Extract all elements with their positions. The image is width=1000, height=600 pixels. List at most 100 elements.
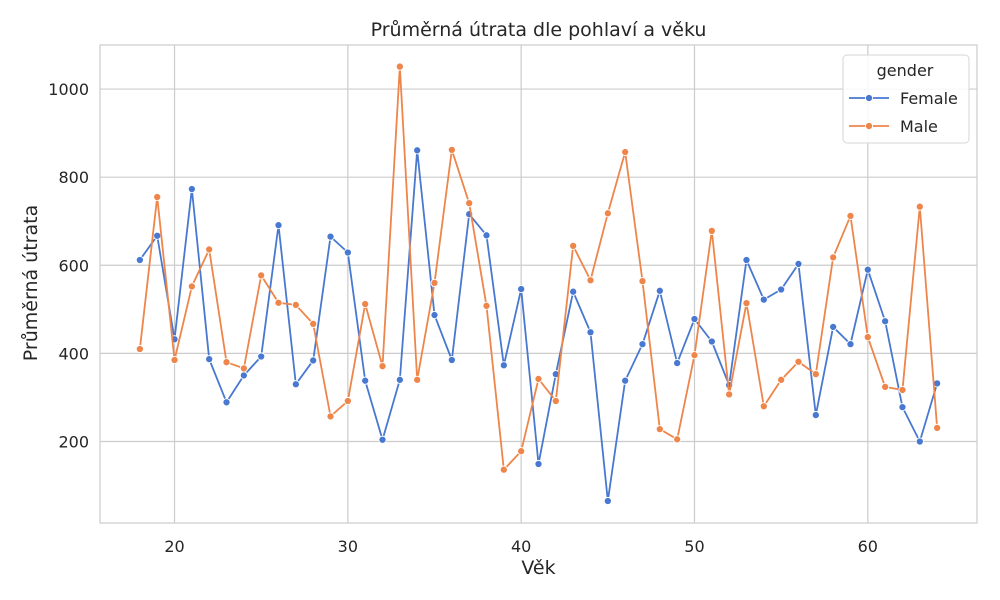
x-tick-label: 30 — [338, 537, 358, 556]
data-point-female — [638, 340, 647, 349]
data-point-female — [603, 496, 612, 506]
data-point-female — [759, 295, 768, 304]
legend-marker-female — [864, 93, 874, 103]
data-point-male — [690, 351, 699, 360]
data-point-male — [205, 245, 214, 254]
data-point-female — [499, 361, 508, 370]
data-point-female — [187, 185, 196, 194]
data-point-male — [222, 358, 231, 367]
legend-entries: Female Male — [849, 89, 958, 136]
data-point-female — [569, 287, 578, 296]
data-point-male — [239, 364, 248, 373]
legend: gender Female Male — [842, 54, 970, 144]
data-point-female — [586, 328, 595, 337]
data-point-female — [777, 285, 786, 294]
data-point-male — [291, 300, 300, 309]
data-point-male — [586, 276, 595, 285]
y-axis-title: Průměrná útrata — [20, 205, 42, 361]
x-tick-label: 20 — [164, 537, 184, 556]
data-point-male — [499, 465, 508, 474]
data-point-male — [569, 241, 578, 250]
data-point-female — [829, 322, 838, 332]
data-point-male — [673, 435, 682, 444]
data-point-female — [257, 352, 266, 361]
data-point-female — [534, 459, 543, 469]
data-point-female — [517, 285, 526, 294]
legend-title: gender — [877, 61, 934, 80]
data-point-male — [551, 396, 560, 406]
data-point-male — [135, 344, 144, 354]
data-point-male — [915, 202, 924, 211]
data-point-male — [430, 278, 439, 287]
data-point-female — [621, 376, 630, 385]
data-point-male — [742, 299, 751, 308]
data-point-female — [915, 437, 924, 446]
data-point-male — [933, 423, 942, 432]
data-point-male — [395, 62, 404, 71]
data-point-male — [517, 447, 526, 456]
legend-label-female: Female — [900, 89, 958, 108]
data-point-male — [863, 333, 872, 342]
data-point-male — [257, 271, 266, 280]
data-point-female — [153, 231, 162, 240]
data-point-male — [413, 375, 422, 384]
data-point-female — [863, 265, 872, 274]
data-point-male — [153, 192, 162, 202]
data-point-female — [673, 359, 682, 368]
data-point-female — [343, 248, 352, 257]
data-point-male — [603, 209, 612, 218]
x-tick-label: 60 — [858, 537, 878, 556]
data-point-female — [655, 286, 664, 295]
data-point-female — [707, 337, 716, 346]
data-point-male — [655, 425, 664, 434]
data-point-female — [742, 255, 751, 265]
data-point-male — [846, 211, 855, 220]
data-point-female — [291, 380, 300, 389]
legend-label-male: Male — [900, 117, 938, 136]
data-point-male — [881, 382, 890, 391]
series-line-female — [139, 149, 939, 502]
y-tick-label: 800 — [58, 168, 89, 187]
data-point-female — [881, 317, 890, 326]
data-point-female — [222, 398, 231, 407]
data-point-male — [898, 385, 907, 395]
data-point-female — [690, 314, 699, 324]
data-point-male — [274, 298, 283, 307]
data-point-male — [170, 355, 179, 365]
data-point-female — [447, 355, 456, 365]
series-male — [135, 62, 942, 474]
y-tick-label: 600 — [58, 256, 89, 275]
data-point-female — [309, 356, 318, 365]
chart-title: Průměrná útrata dle pohlaví a věku — [371, 19, 707, 41]
data-point-female — [395, 375, 404, 384]
data-point-male — [707, 226, 716, 235]
data-point-female — [811, 411, 820, 420]
data-point-male — [621, 148, 630, 157]
x-tick-label: 40 — [511, 537, 531, 556]
data-point-male — [309, 319, 318, 328]
data-point-male — [811, 370, 820, 379]
data-point-male — [794, 357, 803, 366]
data-point-female — [361, 376, 370, 385]
legend-entry-female: Female — [849, 89, 958, 108]
data-point-female — [898, 403, 907, 412]
data-point-male — [482, 301, 491, 310]
series-layer — [135, 62, 942, 506]
data-point-female — [274, 221, 283, 230]
data-point-female — [794, 259, 803, 269]
data-point-female — [205, 355, 214, 364]
y-tick-label: 400 — [58, 344, 89, 363]
tick-labels: 20 30 40 50 60 200 400 600 800 1000 — [48, 80, 878, 556]
data-point-female — [326, 232, 335, 241]
plot-area-frame — [99, 44, 978, 524]
data-point-male — [343, 396, 352, 406]
legend-entry-male: Male — [849, 117, 938, 136]
data-point-female — [846, 340, 855, 349]
data-point-female — [239, 371, 248, 380]
data-point-female — [135, 255, 144, 265]
data-point-male — [759, 402, 768, 411]
series-female — [135, 146, 942, 506]
data-point-male — [777, 375, 786, 384]
